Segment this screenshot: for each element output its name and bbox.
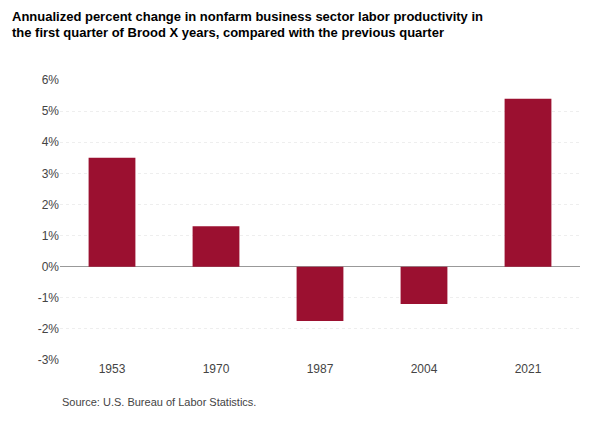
svg-text:-3%: -3% [38,353,60,367]
svg-text:3%: 3% [42,167,60,181]
svg-text:2004: 2004 [411,362,438,376]
svg-text:1%: 1% [42,229,60,243]
svg-text:-2%: -2% [38,322,60,336]
svg-text:Source: U.S. Bureau of Labor S: Source: U.S. Bureau of Labor Statistics. [62,396,256,408]
svg-text:5%: 5% [42,104,60,118]
svg-text:1970: 1970 [203,362,230,376]
svg-text:1987: 1987 [307,362,334,376]
svg-text:6%: 6% [42,73,60,87]
svg-text:-1%: -1% [38,291,60,305]
svg-text:Annualized percent change in n: Annualized percent change in nonfarm bus… [12,9,483,41]
svg-text:2021: 2021 [515,362,542,376]
svg-text:0%: 0% [42,260,60,274]
svg-text:1953: 1953 [99,362,126,376]
svg-text:4%: 4% [42,135,60,149]
svg-text:2%: 2% [42,198,60,212]
